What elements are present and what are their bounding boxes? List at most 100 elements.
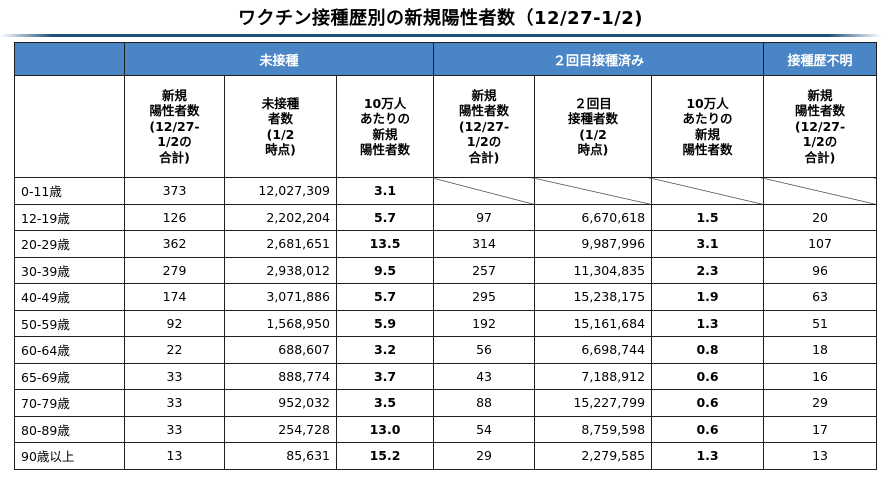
- age-group-cell: 40-49歳: [14, 283, 125, 311]
- subheader-unvaccinated-rate: 10万人 あたりの 新規 陽性者数: [335, 75, 435, 178]
- vaccinated-population-cell: 8,759,598: [534, 415, 653, 443]
- group-unvaccinated: 未接種: [123, 42, 435, 76]
- unknown-new-cases-cell: 29: [763, 389, 878, 417]
- vaccinated-rate-cell: 2.3: [651, 256, 765, 284]
- unvaccinated-population-cell: 1,568,950: [224, 309, 337, 337]
- vaccinated-new-cases-cell: 43: [433, 362, 536, 390]
- unvaccinated-rate-cell: 3.1: [335, 177, 435, 205]
- vaccinated-rate-cell: 1.5: [651, 203, 765, 231]
- subheader-age: [14, 75, 125, 178]
- group-header-row: 未接種 ２回目接種済み 接種歴不明: [14, 42, 878, 76]
- vaccinated-rate-cell: 1.3: [651, 442, 765, 470]
- vaccinated-rate-cell: 0.6: [651, 362, 765, 390]
- unvaccinated-rate-cell: 15.2: [335, 442, 435, 470]
- vaccinated-new-cases-cell: 29: [433, 442, 536, 470]
- unvaccinated-population-cell: 888,774: [224, 362, 337, 390]
- unknown-new-cases-cell: 16: [763, 362, 878, 390]
- vaccinated-rate-cell: 0.6: [651, 415, 765, 443]
- unvaccinated-rate-cell: 13.0: [335, 415, 435, 443]
- unknown-new-cases-cell: 96: [763, 256, 878, 284]
- table-row: 65-69歳 33 888,774 3.7 43 7,188,912 0.6 1…: [14, 362, 878, 390]
- unvaccinated-rate-cell: 9.5: [335, 256, 435, 284]
- corner-cell: [14, 42, 125, 76]
- vaccinated-new-cases-cell: 88: [433, 389, 536, 417]
- vaccinated-rate-cell: 0.6: [651, 389, 765, 417]
- age-group-cell: 0-11歳: [14, 177, 125, 205]
- unvaccinated-population-cell: 688,607: [224, 336, 337, 364]
- vaccinated-population-cell: 6,670,618: [534, 203, 653, 231]
- table-row: 12-19歳 126 2,202,204 5.7 97 6,670,618 1.…: [14, 203, 878, 231]
- vaccinated-population-cell: 11,304,835: [534, 256, 653, 284]
- unvaccinated-new-cases-cell: 22: [124, 336, 225, 364]
- table-row: 90歳以上 13 85,631 15.2 29 2,279,585 1.3 13: [14, 442, 878, 470]
- unvaccinated-rate-cell: 3.2: [335, 336, 435, 364]
- unknown-new-cases-cell: 107: [763, 230, 878, 258]
- unvaccinated-population-cell: 12,027,309: [224, 177, 337, 205]
- table-row: 30-39歳 279 2,938,012 9.5 257 11,304,835 …: [14, 256, 878, 284]
- age-group-cell: 90歳以上: [14, 442, 125, 470]
- subheader-vaccinated-new-cases: 新規 陽性者数 (12/27- 1/2の 合計): [433, 75, 536, 178]
- vaccinated-rate-cell: 0.8: [651, 336, 765, 364]
- age-group-cell: 30-39歳: [14, 256, 125, 284]
- table-row: 60-64歳 22 688,607 3.2 56 6,698,744 0.8 1…: [14, 336, 878, 364]
- unvaccinated-new-cases-cell: 33: [124, 389, 225, 417]
- unknown-new-cases-cell: 17: [763, 415, 878, 443]
- not-applicable-cell: [763, 177, 878, 205]
- age-group-cell: 70-79歳: [14, 389, 125, 417]
- vaccinated-new-cases-cell: 97: [433, 203, 536, 231]
- unvaccinated-new-cases-cell: 126: [124, 203, 225, 231]
- unvaccinated-rate-cell: 5.7: [335, 283, 435, 311]
- vaccinated-population-cell: 15,238,175: [534, 283, 653, 311]
- vaccinated-new-cases-cell: 192: [433, 309, 536, 337]
- table-row: 80-89歳 33 254,728 13.0 54 8,759,598 0.6 …: [14, 415, 878, 443]
- age-group-cell: 60-64歳: [14, 336, 125, 364]
- age-group-cell: 65-69歳: [14, 362, 125, 390]
- vaccinated-new-cases-cell: 257: [433, 256, 536, 284]
- subheader-unknown-new-cases: 新規 陽性者数 (12/27- 1/2の 合計): [763, 75, 878, 178]
- not-applicable-cell: [651, 177, 765, 205]
- vaccinated-population-cell: 15,161,684: [534, 309, 653, 337]
- vaccination-table: 未接種 ２回目接種済み 接種歴不明 新規 陽性者数 (12/27- 1/2の 合…: [14, 42, 878, 470]
- table-row: 50-59歳 92 1,568,950 5.9 192 15,161,684 1…: [14, 309, 878, 337]
- age-group-cell: 20-29歳: [14, 230, 125, 258]
- unvaccinated-new-cases-cell: 13: [124, 442, 225, 470]
- title-divider: [0, 34, 881, 37]
- unvaccinated-population-cell: 3,071,886: [224, 283, 337, 311]
- subheader-unvaccinated-population: 未接種 者数 (1/2 時点): [224, 75, 337, 178]
- vaccinated-new-cases-cell: 295: [433, 283, 536, 311]
- table-row: 0-11歳 373 12,027,309 3.1: [14, 177, 878, 205]
- vaccinated-population-cell: 2,279,585: [534, 442, 653, 470]
- unvaccinated-rate-cell: 3.7: [335, 362, 435, 390]
- unvaccinated-new-cases-cell: 33: [124, 362, 225, 390]
- age-group-cell: 80-89歳: [14, 415, 125, 443]
- vaccinated-new-cases-cell: 56: [433, 336, 536, 364]
- unvaccinated-population-cell: 952,032: [224, 389, 337, 417]
- subheader-row: 新規 陽性者数 (12/27- 1/2の 合計) 未接種 者数 (1/2 時点)…: [14, 75, 878, 178]
- unknown-new-cases-cell: 20: [763, 203, 878, 231]
- vaccinated-population-cell: 9,987,996: [534, 230, 653, 258]
- unvaccinated-new-cases-cell: 92: [124, 309, 225, 337]
- unvaccinated-new-cases-cell: 174: [124, 283, 225, 311]
- unvaccinated-population-cell: 254,728: [224, 415, 337, 443]
- subheader-unvaccinated-new-cases: 新規 陽性者数 (12/27- 1/2の 合計): [124, 75, 225, 178]
- unknown-new-cases-cell: 18: [763, 336, 878, 364]
- unvaccinated-new-cases-cell: 362: [124, 230, 225, 258]
- vaccinated-rate-cell: 1.9: [651, 283, 765, 311]
- table-row: 40-49歳 174 3,071,886 5.7 295 15,238,175 …: [14, 283, 878, 311]
- vaccinated-population-cell: 15,227,799: [534, 389, 653, 417]
- vaccinated-population-cell: 7,188,912: [534, 362, 653, 390]
- unvaccinated-population-cell: 2,938,012: [224, 256, 337, 284]
- unvaccinated-new-cases-cell: 279: [124, 256, 225, 284]
- unvaccinated-rate-cell: 13.5: [335, 230, 435, 258]
- unknown-new-cases-cell: 13: [763, 442, 878, 470]
- vaccinated-new-cases-cell: 54: [433, 415, 536, 443]
- unvaccinated-population-cell: 2,202,204: [224, 203, 337, 231]
- unknown-new-cases-cell: 51: [763, 309, 878, 337]
- group-unknown: 接種歴不明: [763, 42, 878, 76]
- unvaccinated-rate-cell: 5.9: [335, 309, 435, 337]
- vaccinated-rate-cell: 1.3: [651, 309, 765, 337]
- vaccinated-new-cases-cell: 314: [433, 230, 536, 258]
- vaccinated-rate-cell: 3.1: [651, 230, 765, 258]
- unvaccinated-population-cell: 2,681,651: [224, 230, 337, 258]
- vaccinated-population-cell: 6,698,744: [534, 336, 653, 364]
